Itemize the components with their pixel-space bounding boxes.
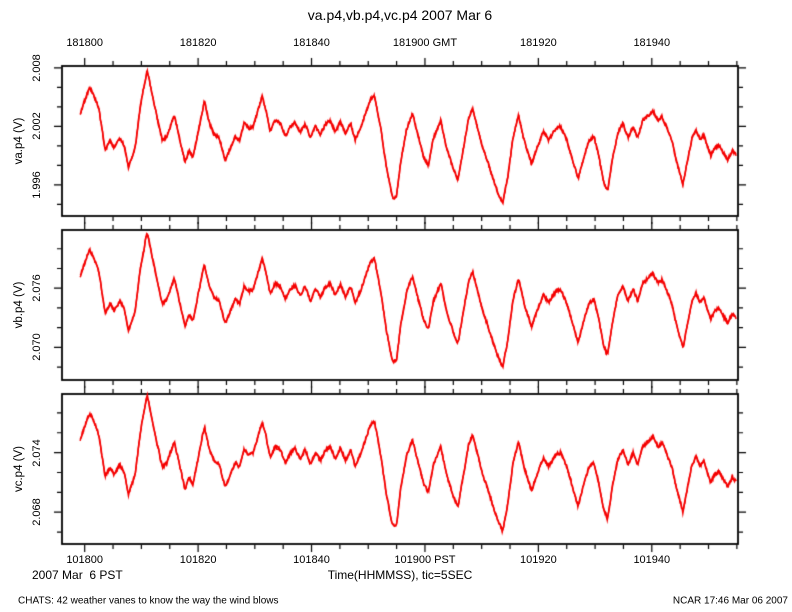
y-axis-tick-label: 2.076: [31, 274, 43, 302]
top-axis-tick-label: 181900 GMT: [392, 37, 458, 49]
top-axis-tick-label: 181820: [179, 37, 217, 49]
y-axis-title: vb.p4 (V): [13, 281, 25, 329]
top-axis-tick-label: 181840: [293, 37, 330, 49]
bottom-axis-tick-label: 101820: [179, 554, 217, 566]
bottom-axis-tick-label: 101900 PST: [394, 554, 456, 566]
y-axis-tick-label: 2.002: [31, 112, 43, 141]
top-axis-tick-label: 181920: [520, 37, 557, 49]
y-axis-tick-label: 2.070: [31, 333, 43, 362]
y-axis-tick-label: 1.996: [31, 171, 43, 199]
bottom-axis-tick-label: 101940: [633, 554, 671, 566]
chart-title: va.p4,vb.p4,vc.p4 2007 Mar 6: [307, 7, 493, 23]
bottom-axis-tick-label: 101800: [66, 554, 104, 566]
footer-ncar-timestamp: NCAR 17:46 Mar 06 2007: [672, 595, 788, 607]
top-axis-tick-label: 181940: [633, 37, 671, 49]
footer-project-note: CHATS: 42 weather vanes to know the way …: [18, 595, 279, 607]
bottom-axis-tick-label: 101920: [520, 554, 557, 566]
bottom-axis-tick-label: 101840: [293, 554, 330, 566]
y-axis-title: vc.p4 (V): [13, 445, 25, 493]
top-axis-tick-label: 181800: [66, 37, 104, 49]
x-axis-title: Time(HHMMSS), tic=5SEC: [327, 568, 473, 582]
y-axis-title: va.p4 (V): [13, 117, 25, 165]
date-label: 2007 Mar 6 PST: [32, 568, 123, 582]
y-axis-tick-label: 2.074: [31, 438, 43, 467]
y-axis-tick-label: 2.068: [31, 498, 43, 526]
y-axis-tick-label: 2.008: [31, 54, 43, 82]
